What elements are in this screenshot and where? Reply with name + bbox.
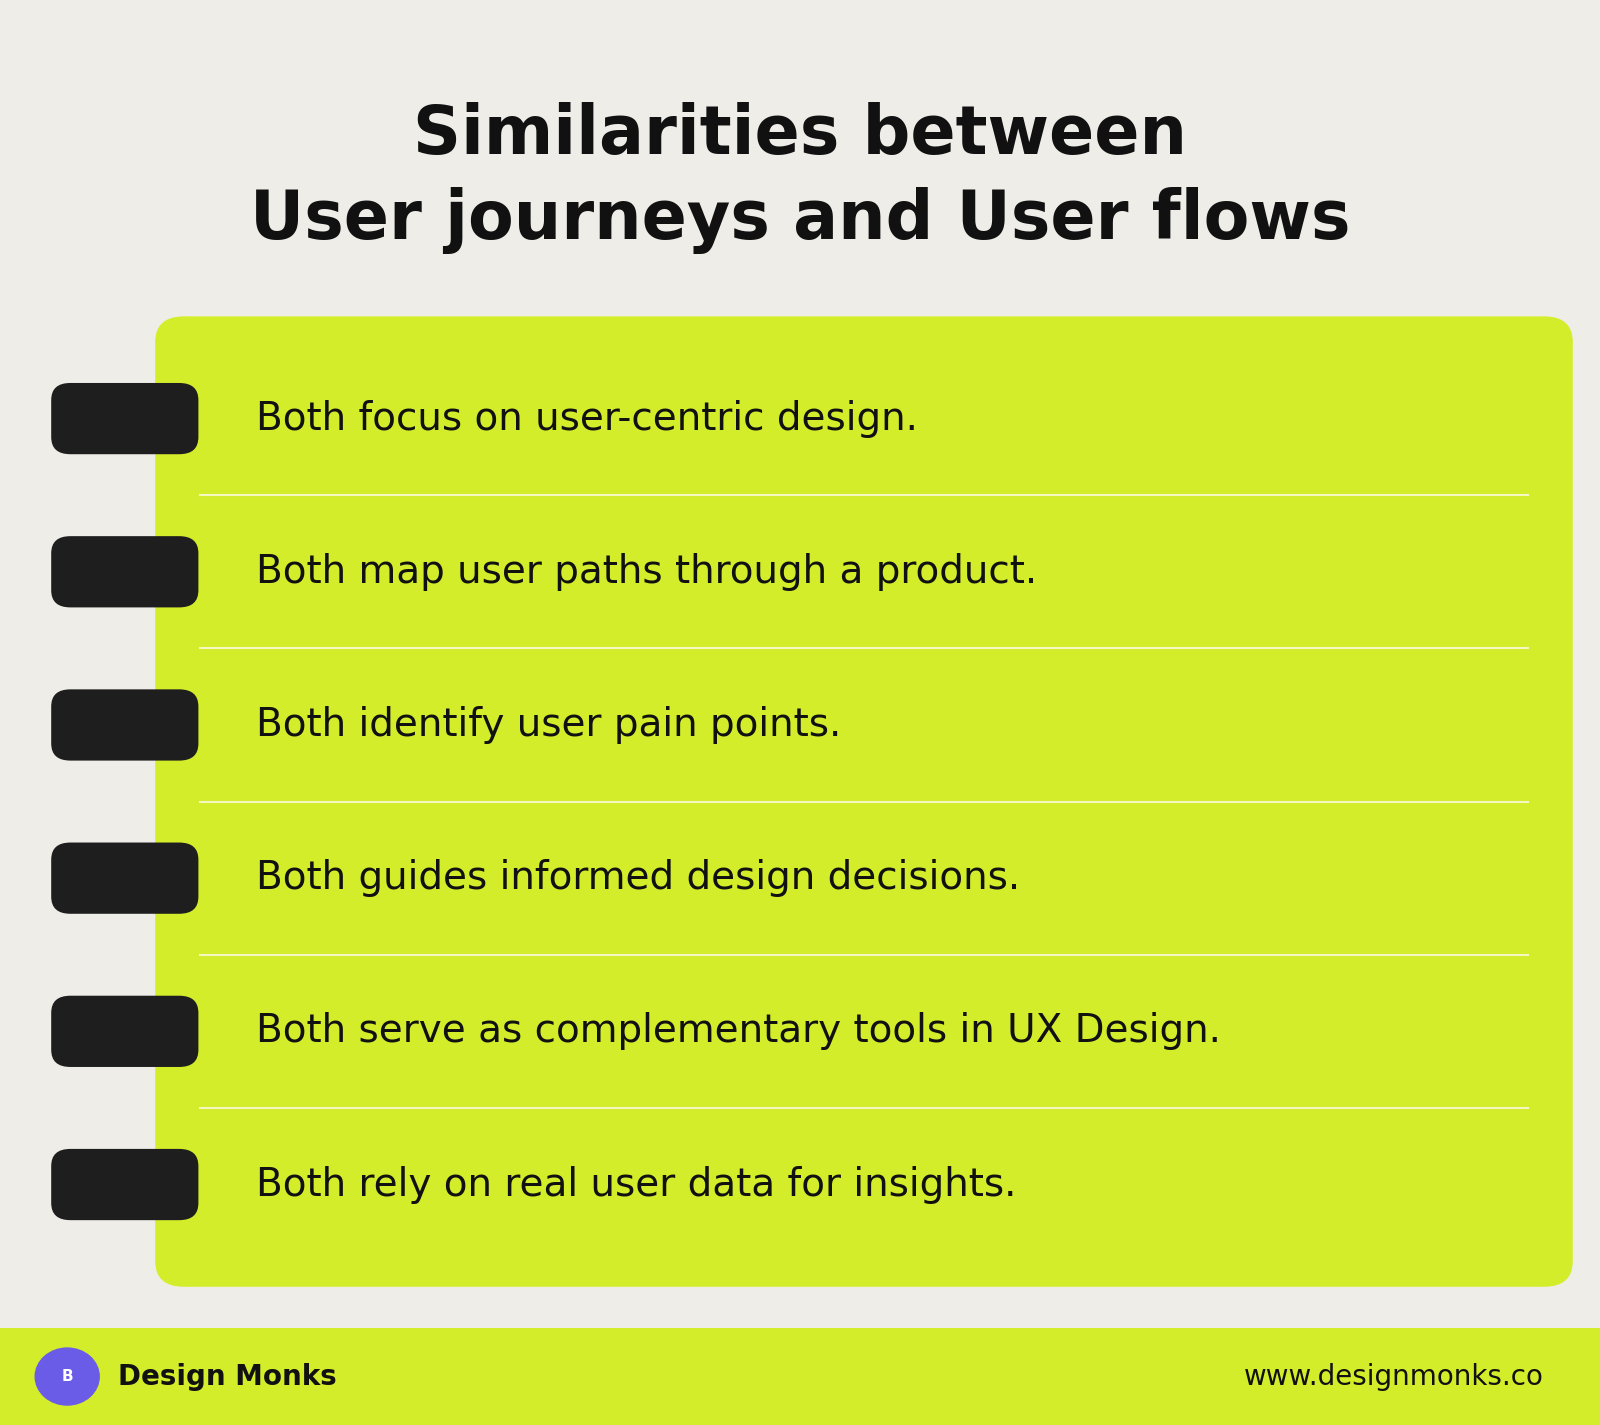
FancyBboxPatch shape — [0, 1328, 1600, 1425]
Text: B: B — [61, 1369, 74, 1384]
FancyBboxPatch shape — [155, 316, 1573, 1287]
Text: Both serve as complementary tools in UX Design.: Both serve as complementary tools in UX … — [256, 1012, 1221, 1050]
Text: Design Monks: Design Monks — [118, 1362, 338, 1391]
Text: Both identify user pain points.: Both identify user pain points. — [256, 705, 842, 744]
FancyBboxPatch shape — [51, 842, 198, 913]
Text: Both rely on real user data for insights.: Both rely on real user data for insights… — [256, 1166, 1016, 1204]
FancyBboxPatch shape — [51, 536, 198, 607]
Text: User journeys and User flows: User journeys and User flows — [250, 187, 1350, 255]
Text: Both focus on user-centric design.: Both focus on user-centric design. — [256, 399, 918, 437]
Circle shape — [35, 1348, 99, 1405]
FancyBboxPatch shape — [51, 1149, 198, 1220]
FancyBboxPatch shape — [51, 996, 198, 1067]
Text: Similarities between: Similarities between — [413, 103, 1187, 168]
FancyBboxPatch shape — [51, 690, 198, 761]
FancyBboxPatch shape — [51, 383, 198, 455]
Text: Both guides informed design decisions.: Both guides informed design decisions. — [256, 859, 1021, 898]
Text: Both map user paths through a product.: Both map user paths through a product. — [256, 553, 1037, 591]
Text: www.designmonks.co: www.designmonks.co — [1245, 1362, 1544, 1391]
